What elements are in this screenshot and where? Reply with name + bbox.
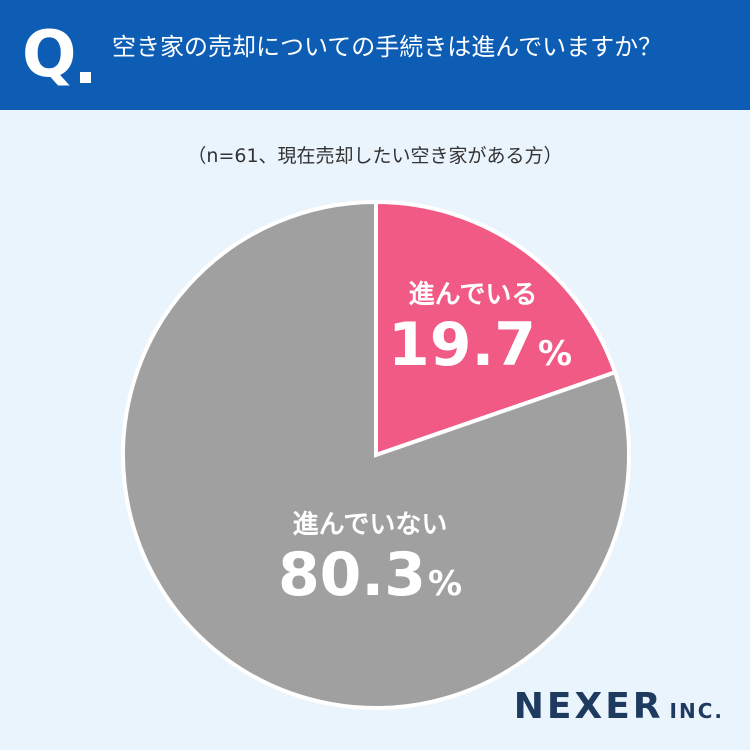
- pie-slices: [121, 199, 631, 710]
- header-banner: Q 空き家の売却についての手続きは進んでいますか？: [0, 0, 750, 110]
- question-text: 空き家の売却についての手続きは進んでいますか？: [112, 33, 663, 61]
- logo-sub: INC.: [669, 699, 724, 723]
- slice-value-unit-yes: %: [538, 334, 573, 374]
- slice-label-yes: 進んでいる 19.7%: [388, 278, 572, 387]
- slice-name-yes: 進んでいる: [408, 280, 538, 310]
- q-dot: [80, 72, 91, 83]
- slice-value-yes: 19.7%: [388, 310, 572, 387]
- slice-label-no: 進んでいない 80.3%: [255, 508, 485, 617]
- slice-value-number-no: 80.3: [277, 540, 426, 610]
- slice-value-unit-no: %: [427, 564, 463, 604]
- logo-main: NEXER: [513, 686, 664, 727]
- slice-value-number-yes: 19.7: [388, 310, 537, 380]
- sample-note: （n=61、現在売却したい空き家がある方）: [187, 145, 563, 167]
- slice-value-no: 80.3%: [255, 542, 485, 617]
- nexer-logo: NEXER INC.: [514, 686, 724, 727]
- pie-slice-no: [121, 199, 631, 710]
- q-mark: Q: [22, 18, 77, 92]
- slice-name-no: 進んでいない: [292, 510, 448, 540]
